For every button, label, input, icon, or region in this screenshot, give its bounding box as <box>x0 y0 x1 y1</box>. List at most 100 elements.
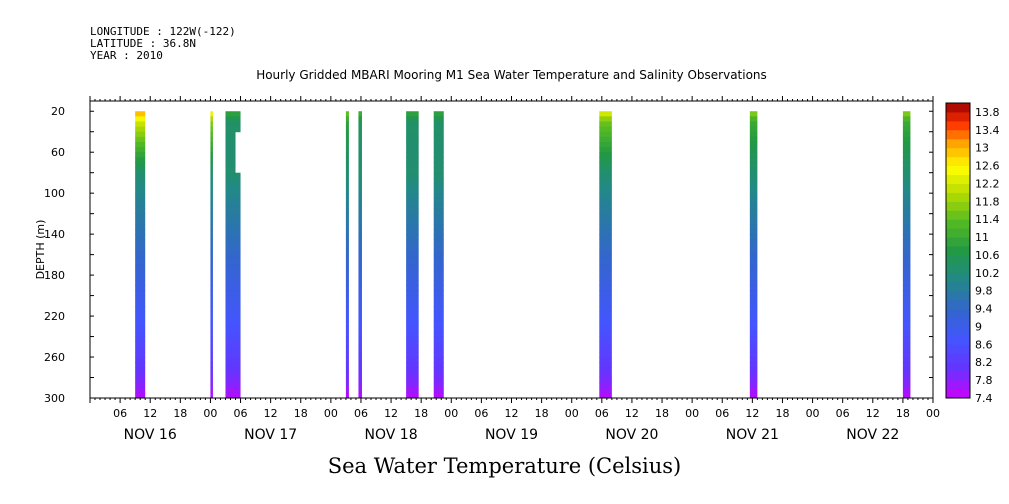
observation-column <box>225 111 241 399</box>
x-hour-tick-label: 18 <box>896 407 910 420</box>
heatmap-cell <box>358 269 362 276</box>
heatmap-cell <box>599 111 612 117</box>
heatmap-cell <box>345 198 349 204</box>
heatmap-cell <box>225 167 236 174</box>
heatmap-cell <box>749 131 758 138</box>
heatmap-cell <box>225 162 236 169</box>
heatmap-cell <box>345 290 349 297</box>
heatmap-cell <box>406 321 419 327</box>
heatmap-cell <box>210 295 213 302</box>
heatmap-cell <box>210 131 213 138</box>
heatmap-cell <box>225 136 236 143</box>
heatmap-cell <box>345 234 349 240</box>
heatmap-cell <box>345 387 349 394</box>
heatmap-cell <box>358 213 362 220</box>
colorbar-swatch <box>946 299 970 310</box>
heatmap-cell <box>599 259 612 266</box>
heatmap-cell <box>225 392 241 399</box>
heatmap-cell <box>210 382 213 389</box>
heatmap-cell <box>210 152 213 158</box>
heatmap-cell <box>749 254 758 261</box>
colorbar-label: 11.8 <box>975 195 1000 208</box>
heatmap-cell <box>749 259 758 266</box>
heatmap-cell <box>749 377 758 384</box>
latitude-label: LATITUDE : 36.8N <box>90 37 196 50</box>
heatmap-cell <box>599 234 612 240</box>
heatmap-cell <box>749 111 758 117</box>
heatmap-cell <box>135 341 146 348</box>
heatmap-cell <box>345 382 349 389</box>
heatmap-cell <box>345 280 349 286</box>
heatmap-cell <box>599 326 612 332</box>
heatmap-cell <box>599 387 612 394</box>
heatmap-cell <box>358 234 362 240</box>
heatmap-cell <box>210 254 213 261</box>
heatmap-cell <box>599 392 612 399</box>
heatmap-cell <box>902 126 911 133</box>
heatmap-cell <box>599 362 612 368</box>
heatmap-cell <box>599 121 612 128</box>
colorbar-swatch <box>946 111 970 122</box>
heatmap-cell <box>358 223 362 230</box>
colorbar-swatch <box>946 254 970 265</box>
heatmap-cell <box>210 259 213 266</box>
x-hour-tick-label: 12 <box>384 407 398 420</box>
heatmap-cell <box>135 121 146 128</box>
heatmap-cell <box>358 249 362 256</box>
heatmap-cell <box>599 193 612 199</box>
heatmap-cell <box>210 392 213 399</box>
heatmap-cell <box>358 310 362 317</box>
colorbar-label: 9 <box>975 320 982 333</box>
heatmap-cell <box>135 367 146 373</box>
heatmap-cell <box>345 162 349 169</box>
heatmap-cell <box>358 275 362 281</box>
heatmap-cell <box>433 177 444 184</box>
heatmap-cell <box>210 305 213 312</box>
heatmap-cell <box>210 193 213 199</box>
heatmap-cell <box>406 326 419 332</box>
heatmap-cell <box>433 372 444 379</box>
heatmap-cell <box>599 213 612 220</box>
heatmap-cell <box>406 239 419 245</box>
heatmap-cell <box>902 111 911 117</box>
heatmap-cell <box>599 182 612 189</box>
heatmap-cell <box>406 188 419 194</box>
heatmap-cell <box>406 377 419 384</box>
colorbar-swatch <box>946 201 970 211</box>
heatmap-cell <box>433 203 444 210</box>
observation-column <box>902 111 911 399</box>
heatmap-cell <box>433 305 444 312</box>
heatmap-cell <box>599 203 612 210</box>
heatmap-cell <box>599 377 612 384</box>
heatmap-cell <box>902 157 911 163</box>
heatmap-cell <box>406 382 419 389</box>
heatmap-cell <box>135 305 146 312</box>
heatmap-cell <box>902 147 911 153</box>
heatmap-cell <box>210 121 213 128</box>
colorbar-label: 11.4 <box>975 213 1000 226</box>
heatmap-cell <box>902 336 911 343</box>
heatmap-cell <box>225 126 241 133</box>
heatmap-cell <box>345 116 349 122</box>
heatmap-cell <box>599 162 612 169</box>
heatmap-cell <box>433 331 444 338</box>
heatmap-cell <box>902 387 911 394</box>
heatmap-cell <box>433 310 444 317</box>
heatmap-cell <box>135 290 146 297</box>
heatmap-cell <box>225 249 241 256</box>
heatmap-cell <box>135 111 146 117</box>
heatmap-cell <box>599 290 612 297</box>
heatmap-cell <box>358 280 362 286</box>
heatmap-cell <box>599 218 612 225</box>
x-hour-tick-label: 06 <box>836 407 850 420</box>
heatmap-cell <box>225 336 241 343</box>
heatmap-cell <box>749 341 758 348</box>
heatmap-cell <box>406 275 419 281</box>
x-hour-tick-label: 00 <box>926 407 940 420</box>
heatmap-cell <box>225 198 241 204</box>
heatmap-cell <box>358 131 362 138</box>
heatmap-cell <box>210 136 213 143</box>
heatmap-cell <box>225 372 241 379</box>
heatmap-cell <box>599 188 612 194</box>
heatmap-cell <box>210 377 213 384</box>
